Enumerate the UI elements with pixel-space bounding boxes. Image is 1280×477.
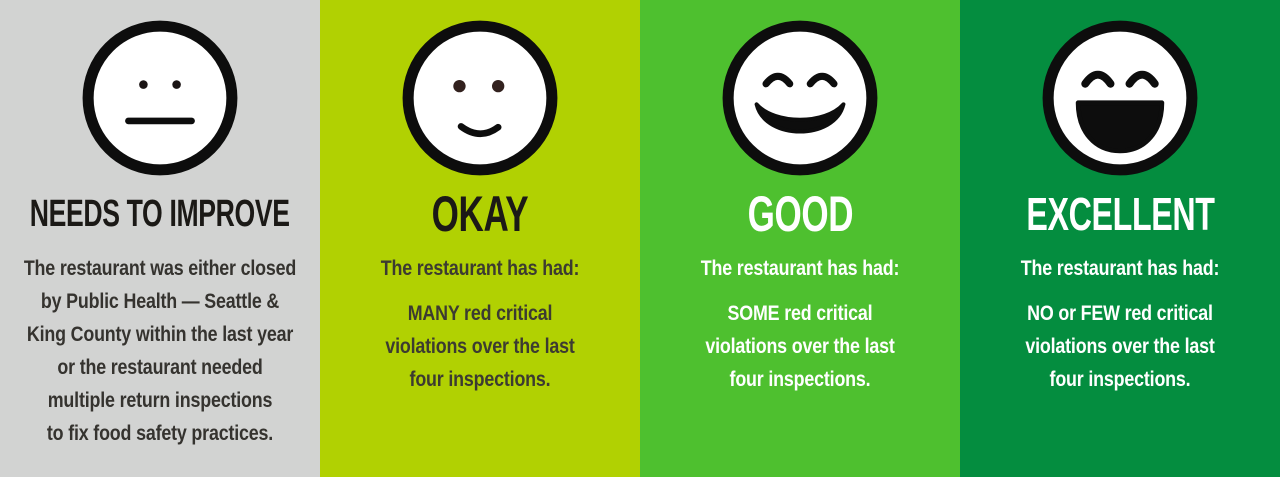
rating-detail: SOME red critical violations over the la… xyxy=(705,302,895,391)
rating-title: EXCELLENT xyxy=(1025,188,1215,240)
rating-detail: MANY red critical violations over the la… xyxy=(385,302,575,391)
smiling-face-icon xyxy=(640,18,960,178)
rating-title: NEEDS TO IMPROVE xyxy=(30,193,290,235)
panel-excellent: EXCELLENT The restaurant has had: NO or … xyxy=(960,0,1280,477)
rating-intro: The restaurant has had: xyxy=(380,257,580,280)
rating-detail: NO or FEW red critical violations over t… xyxy=(1025,302,1215,391)
rating-intro: The restaurant has had: xyxy=(700,257,900,280)
rating-title: GOOD xyxy=(747,186,853,242)
rating-title: OKAY xyxy=(431,186,529,242)
panel-okay: OKAY The restaurant has had: MANY red cr… xyxy=(320,0,640,477)
rating-intro: The restaurant has had: xyxy=(1020,257,1220,280)
neutral-face-icon xyxy=(0,18,320,178)
laughing-face-icon xyxy=(960,18,1280,178)
panel-good: GOOD The restaurant has had: SOME red cr… xyxy=(640,0,960,477)
panel-needs-to-improve: NEEDS TO IMPROVE The restaurant was eith… xyxy=(0,0,320,477)
rating-description: The restaurant was either closed by Publ… xyxy=(23,257,297,445)
slight-smile-face-icon xyxy=(320,18,640,178)
